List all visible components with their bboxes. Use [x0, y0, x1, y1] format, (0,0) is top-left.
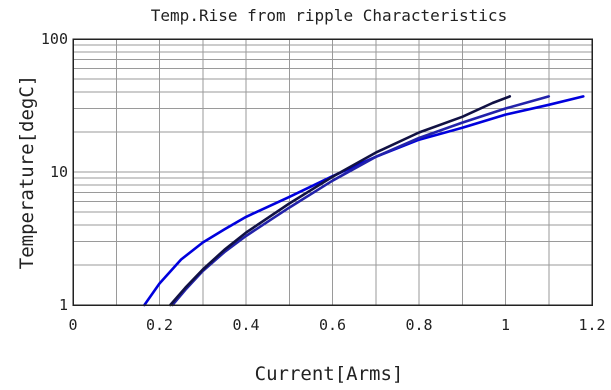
x-axis-label: Current[Arms]: [255, 363, 404, 385]
x-tick-label: 0.6: [319, 316, 346, 334]
y-axis-label: Temperature[degC]: [16, 75, 38, 269]
series-line-3: [169, 95, 512, 307]
y-tick-labels: 1 10 100: [41, 30, 68, 314]
plot-frame: [72, 38, 593, 306]
y-tick-label: 1: [59, 296, 68, 314]
series-line-2: [171, 95, 551, 307]
chart-title: Temp.Rise from ripple Characteristics: [151, 6, 507, 25]
x-tick-label: 0.4: [232, 316, 259, 334]
series-line-1: [143, 95, 585, 307]
x-tick-label: 0.8: [405, 316, 432, 334]
y-tick-label: 10: [50, 163, 68, 181]
x-tick-labels: 0 0.2 0.4 0.6 0.8 1 1.2: [68, 316, 605, 334]
y-tick-label: 100: [41, 30, 68, 48]
x-tick-label: 0: [68, 316, 77, 334]
x-tick-label: 0.2: [146, 316, 173, 334]
x-tick-label: 1: [501, 316, 510, 334]
series-layer: [143, 95, 585, 307]
grid-lines: [73, 39, 592, 305]
x-tick-label: 1.2: [578, 316, 605, 334]
